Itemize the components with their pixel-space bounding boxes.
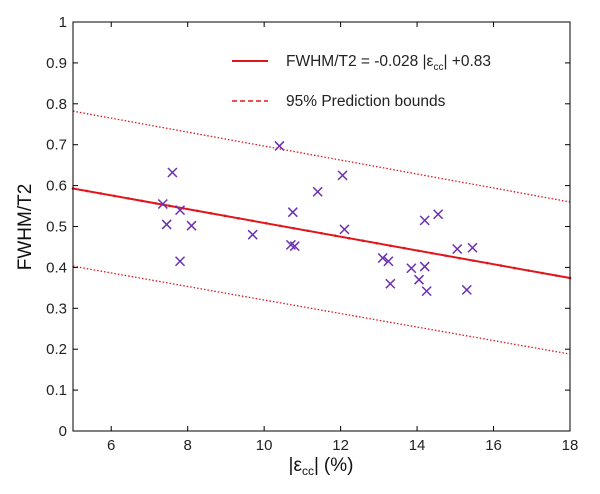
fit-line-marker xyxy=(347,236,351,240)
legend-fit-label-post: | +0.83 xyxy=(443,53,491,70)
y-tick-label: 0.8 xyxy=(46,96,67,113)
y-tick-label: 0.2 xyxy=(46,341,67,358)
lower-bound-line xyxy=(72,265,571,355)
fit-line-marker xyxy=(430,251,434,255)
y-tick-label: 1 xyxy=(59,14,67,31)
fit-line-marker xyxy=(264,221,268,225)
y-tick-label: 0.7 xyxy=(46,137,67,154)
fit-line-marker xyxy=(416,249,420,252)
upper-bound-line xyxy=(72,110,571,203)
data-point xyxy=(433,209,444,220)
data-point xyxy=(421,286,432,297)
points-layer xyxy=(157,140,478,297)
fit-line-marker xyxy=(320,231,323,235)
fit-line-marker xyxy=(251,219,254,223)
fit-line-marker xyxy=(195,209,199,213)
fit-line-marker xyxy=(154,202,158,205)
data-point xyxy=(452,243,463,255)
data-point xyxy=(337,170,348,181)
legend-fit-label: FWHM/T2 = -0.028 |εcc| +0.83 xyxy=(286,53,491,73)
fit-line-marker xyxy=(237,217,240,220)
fit-line-marker xyxy=(513,266,517,270)
legend: FWHM/T2 = -0.028 |εcc| +0.83 95% Predict… xyxy=(232,53,491,110)
y-tick-label: 0.4 xyxy=(46,259,67,276)
x-axis-title-subscript: cc xyxy=(302,464,314,478)
y-tick-label: 0.5 xyxy=(46,219,67,236)
x-tick-label: 6 xyxy=(107,437,115,454)
y-tick-label: 0.9 xyxy=(46,55,67,72)
y-axis-title: FWHM/T2 xyxy=(15,184,36,271)
data-point xyxy=(461,284,472,295)
data-point xyxy=(339,224,350,235)
fit-line-marker xyxy=(209,212,213,215)
fit-line-marker xyxy=(527,269,530,272)
fit-line-marker xyxy=(292,226,296,230)
lines-layer xyxy=(71,110,572,355)
data-point xyxy=(377,252,388,264)
fit-line-marker xyxy=(113,194,116,198)
fit-line-marker xyxy=(361,239,365,243)
x-tick-label: 10 xyxy=(256,437,273,454)
fit-line-marker xyxy=(99,192,102,195)
data-point xyxy=(161,219,172,230)
x-tick-label: 18 xyxy=(562,437,579,454)
fit-line-marker xyxy=(403,246,406,250)
x-tick-label: 12 xyxy=(332,437,349,454)
fit-line-marker xyxy=(541,271,544,275)
fit-line-marker xyxy=(458,256,461,260)
fit-line-marker xyxy=(85,189,89,193)
x-axis-title-symbol: ε xyxy=(293,455,302,476)
data-point xyxy=(406,263,417,274)
fit-line-marker xyxy=(168,204,171,208)
x-axis-title-bar-right: | xyxy=(314,455,319,476)
data-point xyxy=(383,256,394,267)
y-tick-label: 0 xyxy=(59,423,67,440)
legend-fit-label-pre: FWHM/T2 = -0.028 |ε xyxy=(286,53,434,70)
fit-line-marker xyxy=(485,261,489,265)
data-point xyxy=(157,198,168,210)
fit-line-marker xyxy=(140,199,144,203)
fit-line-marker xyxy=(126,197,130,200)
plot-frame xyxy=(72,21,571,432)
data-point xyxy=(467,242,478,253)
data-point xyxy=(312,186,323,197)
data-point xyxy=(287,207,298,218)
fit-line-marker xyxy=(389,244,392,247)
x-axis-title: |εcc| (%) xyxy=(289,455,354,478)
y-tick-label: 0.6 xyxy=(46,178,67,195)
y-tick-label: 0.1 xyxy=(46,382,67,399)
fit-line-marker xyxy=(472,259,475,262)
data-point xyxy=(186,220,197,231)
fit-line-marker xyxy=(278,224,282,228)
x-axis-title-bar-left: | xyxy=(289,455,294,476)
legend-bounds-label: 95% Prediction bounds xyxy=(286,93,446,110)
fit-line-marker xyxy=(499,264,503,267)
y-tick-label: 0.3 xyxy=(46,300,67,317)
fit-line-marker xyxy=(554,274,558,277)
data-point xyxy=(289,241,300,252)
legend-fit-label-sub: cc xyxy=(433,62,443,73)
x-tick-label: 16 xyxy=(485,437,502,454)
fit-line-marker xyxy=(223,214,227,218)
data-point xyxy=(413,274,425,285)
data-point xyxy=(247,229,258,240)
data-point xyxy=(385,278,396,289)
data-point xyxy=(274,140,285,151)
x-axis-title-unit: (%) xyxy=(324,455,354,476)
data-point xyxy=(419,261,430,272)
data-point xyxy=(419,215,430,226)
x-tick-label: 8 xyxy=(184,437,192,454)
data-point xyxy=(175,256,186,267)
fit-line-marker xyxy=(444,254,448,257)
x-tick-label: 14 xyxy=(409,437,426,454)
fit-line-marker xyxy=(375,241,379,245)
fit-line-marker xyxy=(306,229,309,233)
data-point xyxy=(167,167,178,178)
plot-background xyxy=(73,22,570,431)
fit-line-marker xyxy=(334,234,337,238)
data-point xyxy=(175,205,186,216)
